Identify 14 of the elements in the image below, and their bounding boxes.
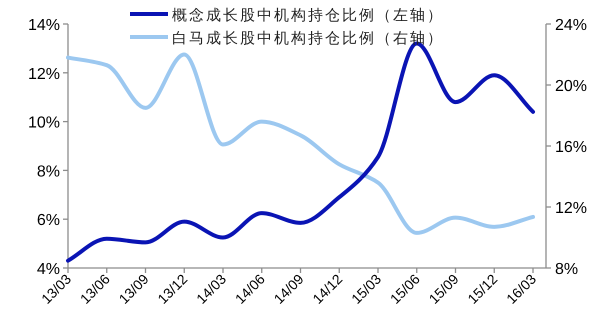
y-tick-label: 8%: [36, 163, 60, 180]
y2-tick-label: 20%: [555, 78, 588, 95]
y-tick-label: 12%: [28, 66, 60, 83]
y2-tick-label: 8%: [555, 261, 578, 278]
y2-tick-label: 24%: [555, 17, 588, 34]
y-tick-label: 14%: [28, 17, 60, 34]
y2-tick-label: 16%: [555, 139, 588, 156]
y-tick-label: 6%: [36, 212, 60, 230]
legend-label: 概念成长股中机构持仓比例（左轴）: [172, 6, 444, 24]
legend-label: 白马成长股中机构持仓比例（右轴）: [172, 29, 444, 47]
y2-tick-label: 12%: [555, 200, 588, 217]
y-tick-label: 4%: [36, 261, 60, 278]
line-series: [66, 52, 535, 235]
y-tick-label: 10%: [28, 114, 60, 132]
